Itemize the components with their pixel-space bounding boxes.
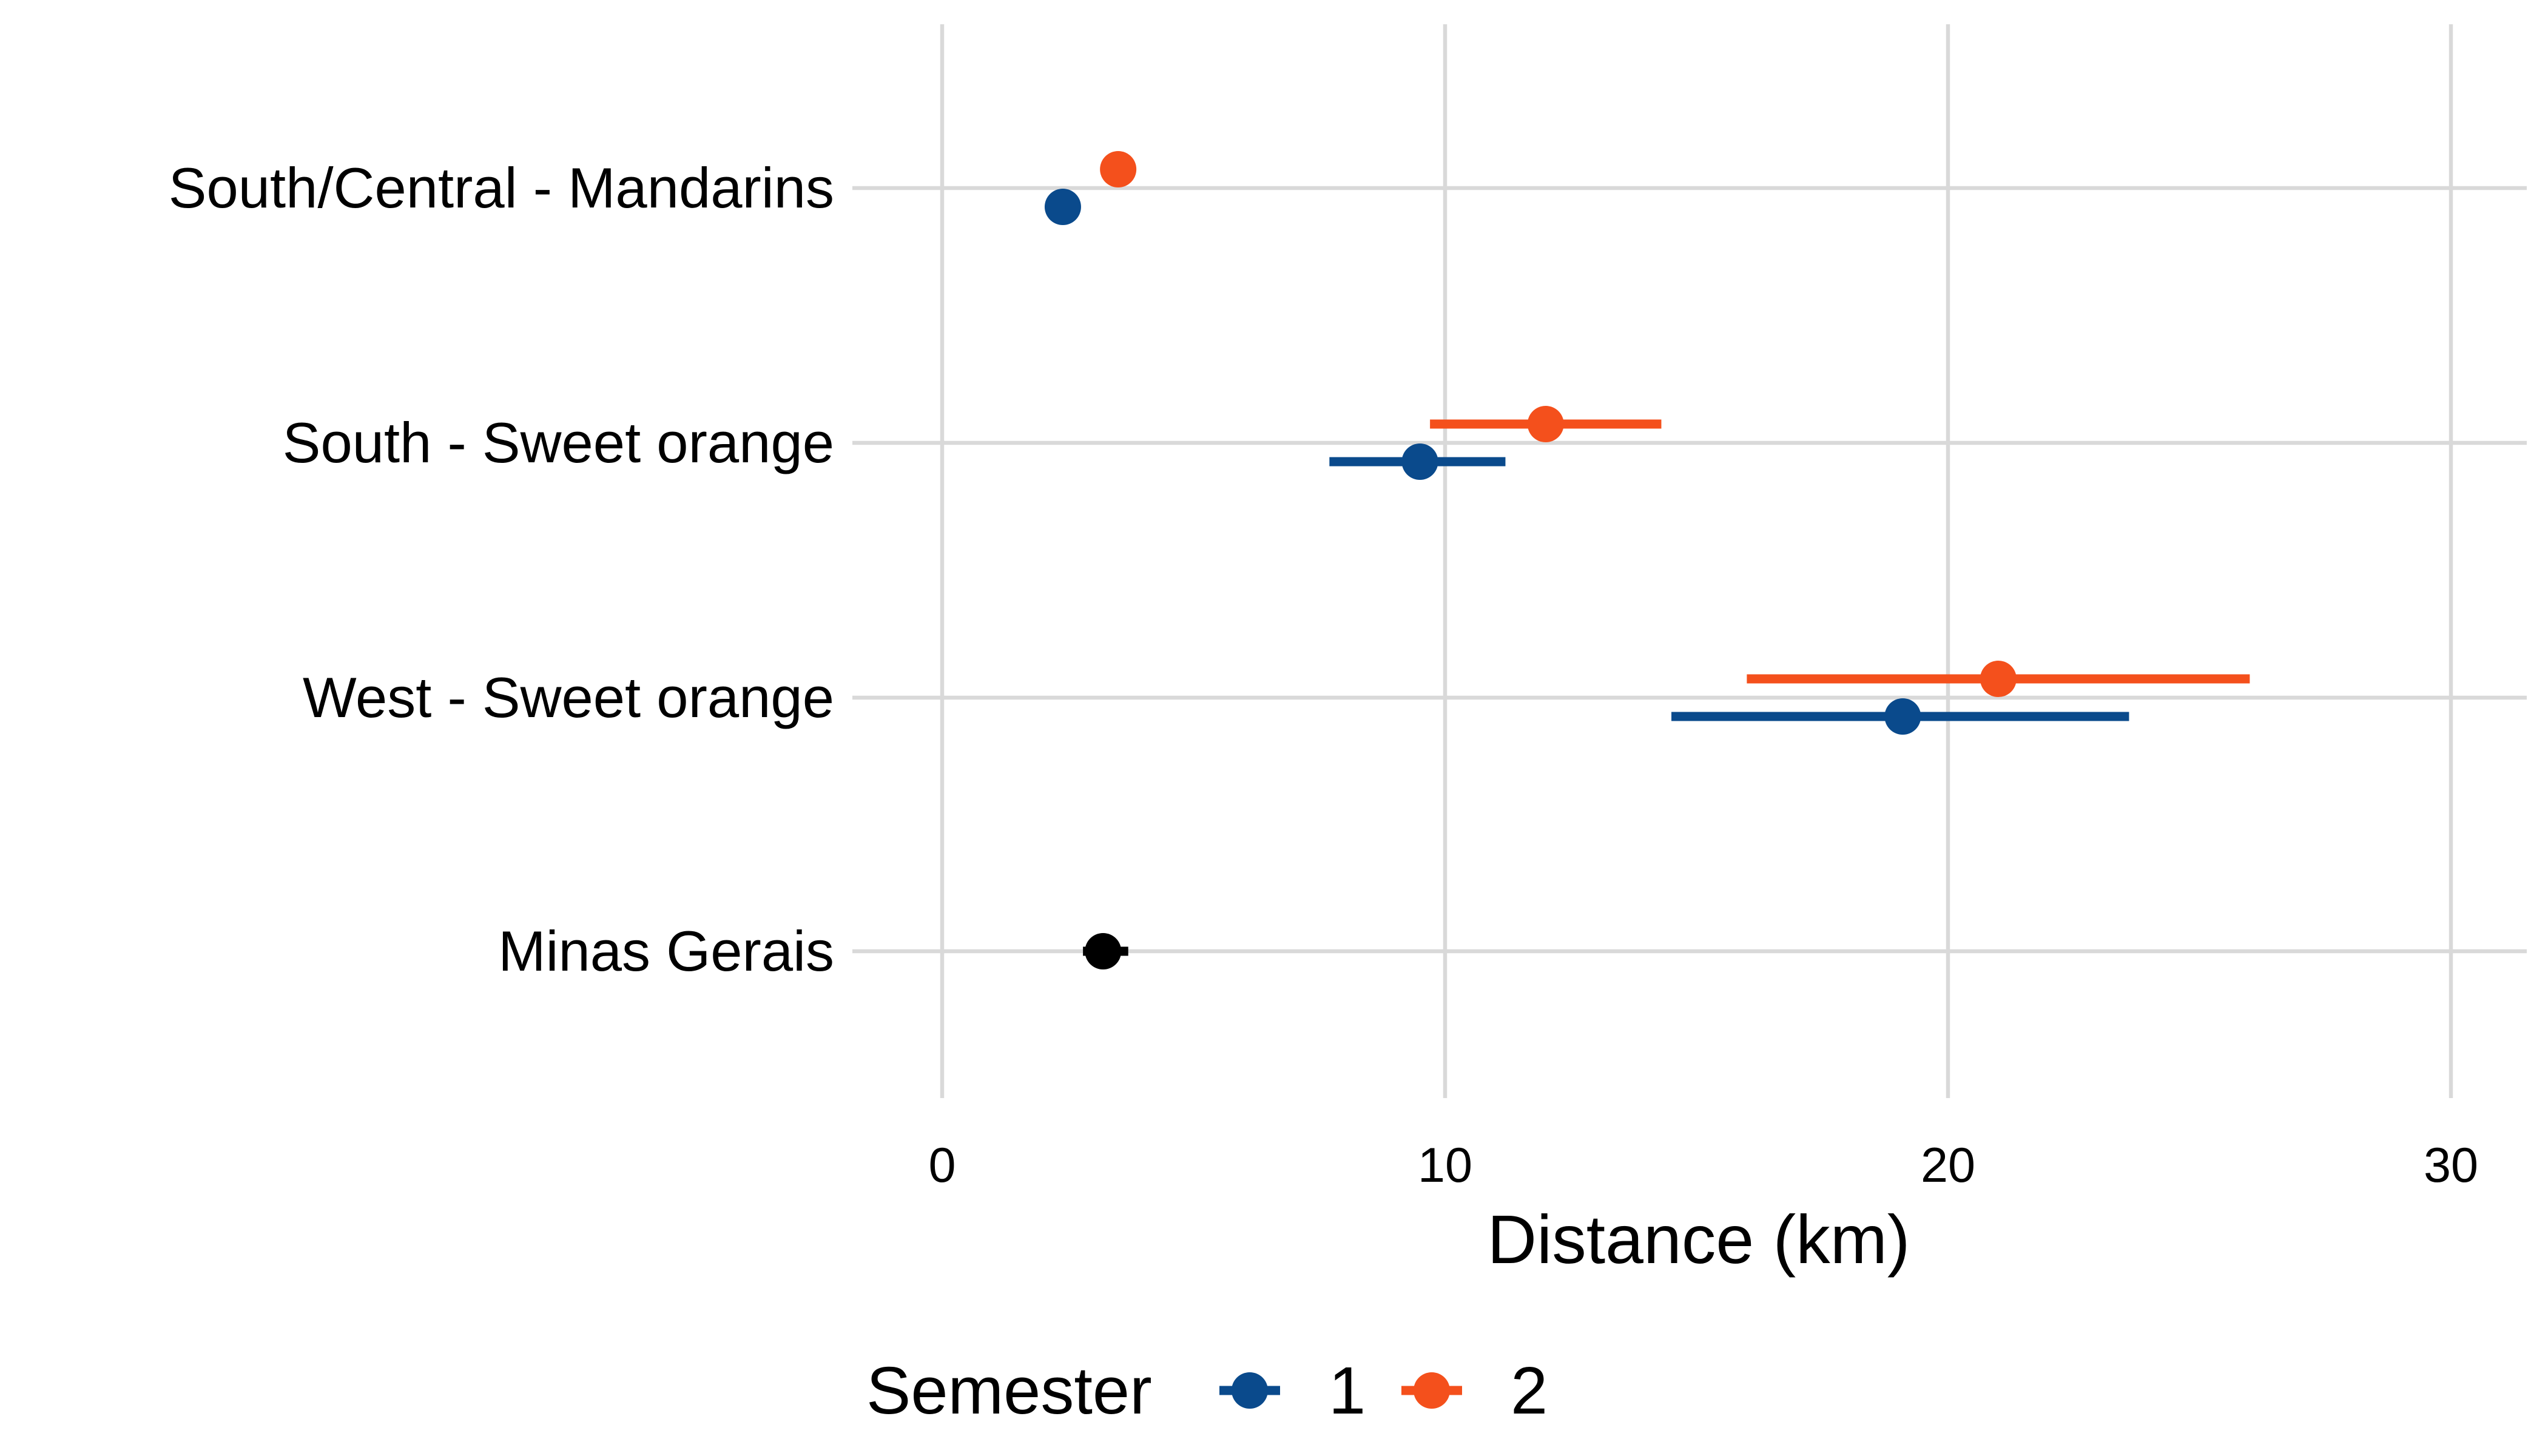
y-tick-label: South/Central - Mandarins [169,156,834,220]
data-point [1884,698,1921,735]
data-point [1044,189,1081,225]
legend-key-dot [1232,1372,1268,1409]
x-tick-label: 20 [1921,1138,1975,1193]
y-tick-label: South - Sweet orange [283,411,834,474]
legend-title: Semester [866,1353,1152,1428]
x-axis-title: Distance (km) [1488,1201,1910,1278]
data-point [1401,443,1438,480]
y-tick-label: Minas Gerais [498,919,834,983]
vertical-gridlines [940,24,2453,1098]
data-point [1980,661,2017,697]
legend-label: 2 [1511,1353,1548,1428]
x-tick-label: 10 [1418,1138,1472,1193]
horizontal-gridlines [852,186,2527,954]
x-tick-label: 30 [2424,1138,2478,1193]
data-point [1085,933,1122,969]
data-marks [1044,151,2250,969]
x-axis-ticks: 0 10 20 30 [928,1138,2478,1193]
data-point [1100,151,1137,187]
legend-label: 1 [1329,1353,1366,1428]
data-point [1527,406,1564,442]
legend-key-dot [1414,1372,1450,1409]
y-axis-category-labels: South/Central - Mandarins South - Sweet o… [169,156,834,983]
y-tick-label: West - Sweet orange [303,666,834,729]
x-tick-label: 0 [928,1138,956,1193]
